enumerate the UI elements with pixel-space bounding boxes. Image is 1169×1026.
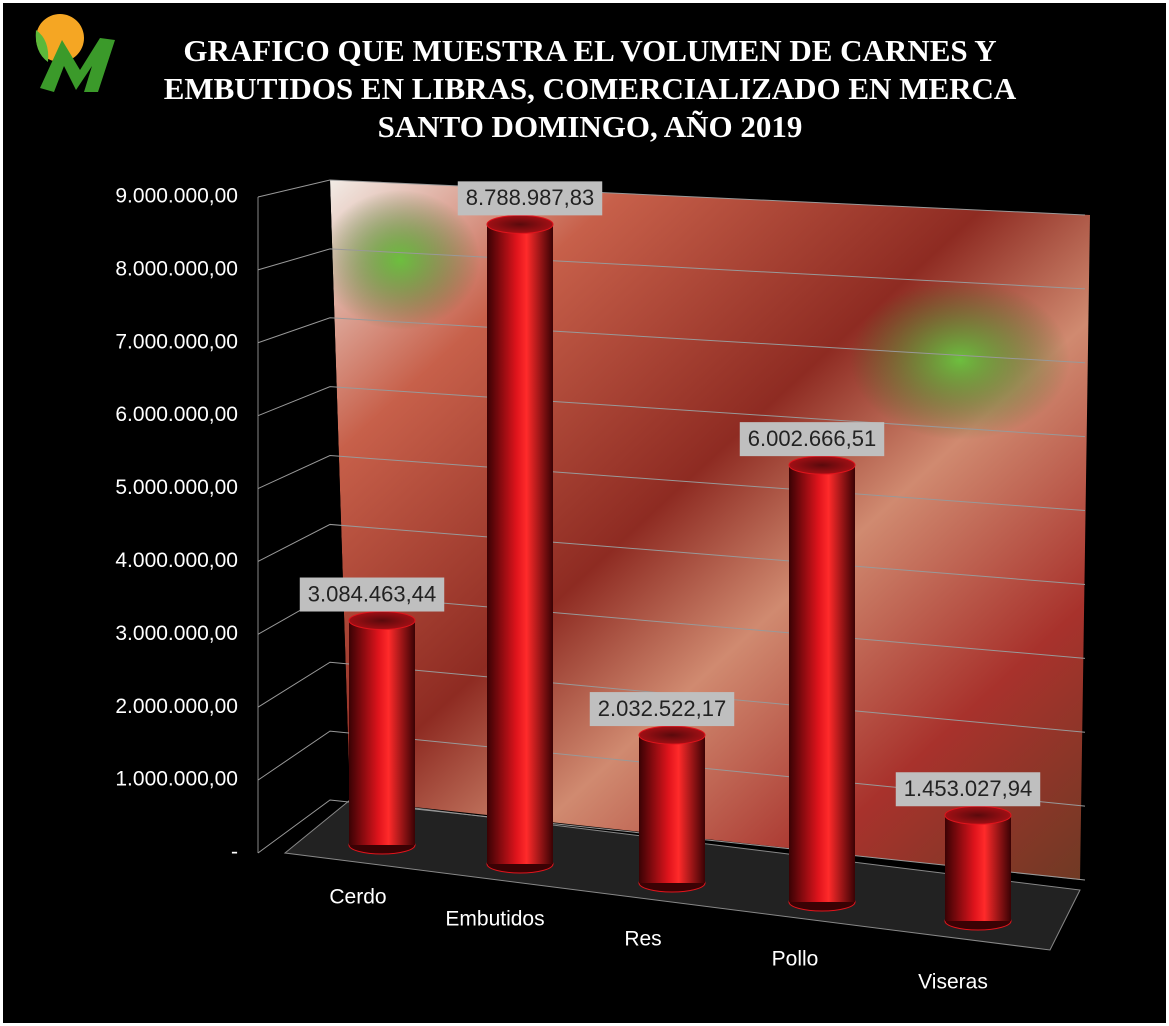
y-tick-label: 5.000.000,00 xyxy=(115,476,238,499)
y-tick-label: 4.000.000,00 xyxy=(115,549,238,572)
side-wall xyxy=(258,180,350,853)
y-tick-label: 3.000.000,00 xyxy=(115,622,238,645)
value-label: 8.788.987,83 xyxy=(466,185,594,210)
value-label-box xyxy=(457,181,603,216)
value-label: 6.002.666,51 xyxy=(748,426,876,451)
x-tick-label: Viseras xyxy=(918,971,988,994)
value-label-box xyxy=(589,692,735,727)
y-tick-label: - xyxy=(231,841,238,864)
x-tick-label: Cerdo xyxy=(329,886,386,909)
x-tick-label: Res xyxy=(624,928,661,951)
y-tick-label: 1.000.000,00 xyxy=(115,768,238,791)
bar xyxy=(789,465,855,902)
logo-m xyxy=(40,38,115,92)
grid-line xyxy=(257,317,1086,364)
value-label-box xyxy=(299,577,445,612)
bar xyxy=(639,735,705,883)
value-label: 3.084.463,44 xyxy=(308,581,436,606)
y-tick-label: 8.000.000,00 xyxy=(115,257,238,280)
y-tick-label: 7.000.000,00 xyxy=(115,330,238,353)
x-tick-label: Pollo xyxy=(772,948,819,971)
logo-sun xyxy=(36,14,84,62)
bar xyxy=(945,815,1011,921)
cylinder: 8.788.987,83 xyxy=(457,181,603,874)
value-label-box xyxy=(895,772,1041,807)
grid-line xyxy=(257,386,1086,438)
cylinder-top xyxy=(638,725,706,745)
cylinder: 3.084.463,44 xyxy=(299,577,445,855)
logo-leaf xyxy=(35,30,49,62)
cylinder-top xyxy=(348,611,416,631)
value-label: 2.032.522,17 xyxy=(598,696,726,721)
cylinder: 6.002.666,51 xyxy=(739,422,885,912)
herbs xyxy=(850,280,1070,440)
x-tick-label: Embutidos xyxy=(445,908,544,931)
grid-line xyxy=(257,248,1086,290)
value-label-box xyxy=(739,422,885,457)
cylinder-top xyxy=(486,214,554,234)
y-tick-label: 6.000.000,00 xyxy=(115,403,238,426)
herbs xyxy=(320,190,480,330)
logo xyxy=(35,14,115,92)
cylinder-top xyxy=(944,805,1012,825)
cylinder: 2.032.522,17 xyxy=(589,692,735,893)
value-label: 1.453.027,94 xyxy=(904,776,1032,801)
y-tick-label: 9.000.000,00 xyxy=(115,185,238,208)
cylinder: 1.453.027,94 xyxy=(895,772,1041,931)
chart-title: GRAFICO QUE MUESTRA EL VOLUMEN DE CARNES… xyxy=(163,33,1017,144)
grid-line xyxy=(257,179,1086,216)
y-tick-label: 2.000.000,00 xyxy=(115,695,238,718)
bar xyxy=(349,620,415,845)
bar xyxy=(487,224,553,864)
cylinder-top xyxy=(788,455,856,475)
